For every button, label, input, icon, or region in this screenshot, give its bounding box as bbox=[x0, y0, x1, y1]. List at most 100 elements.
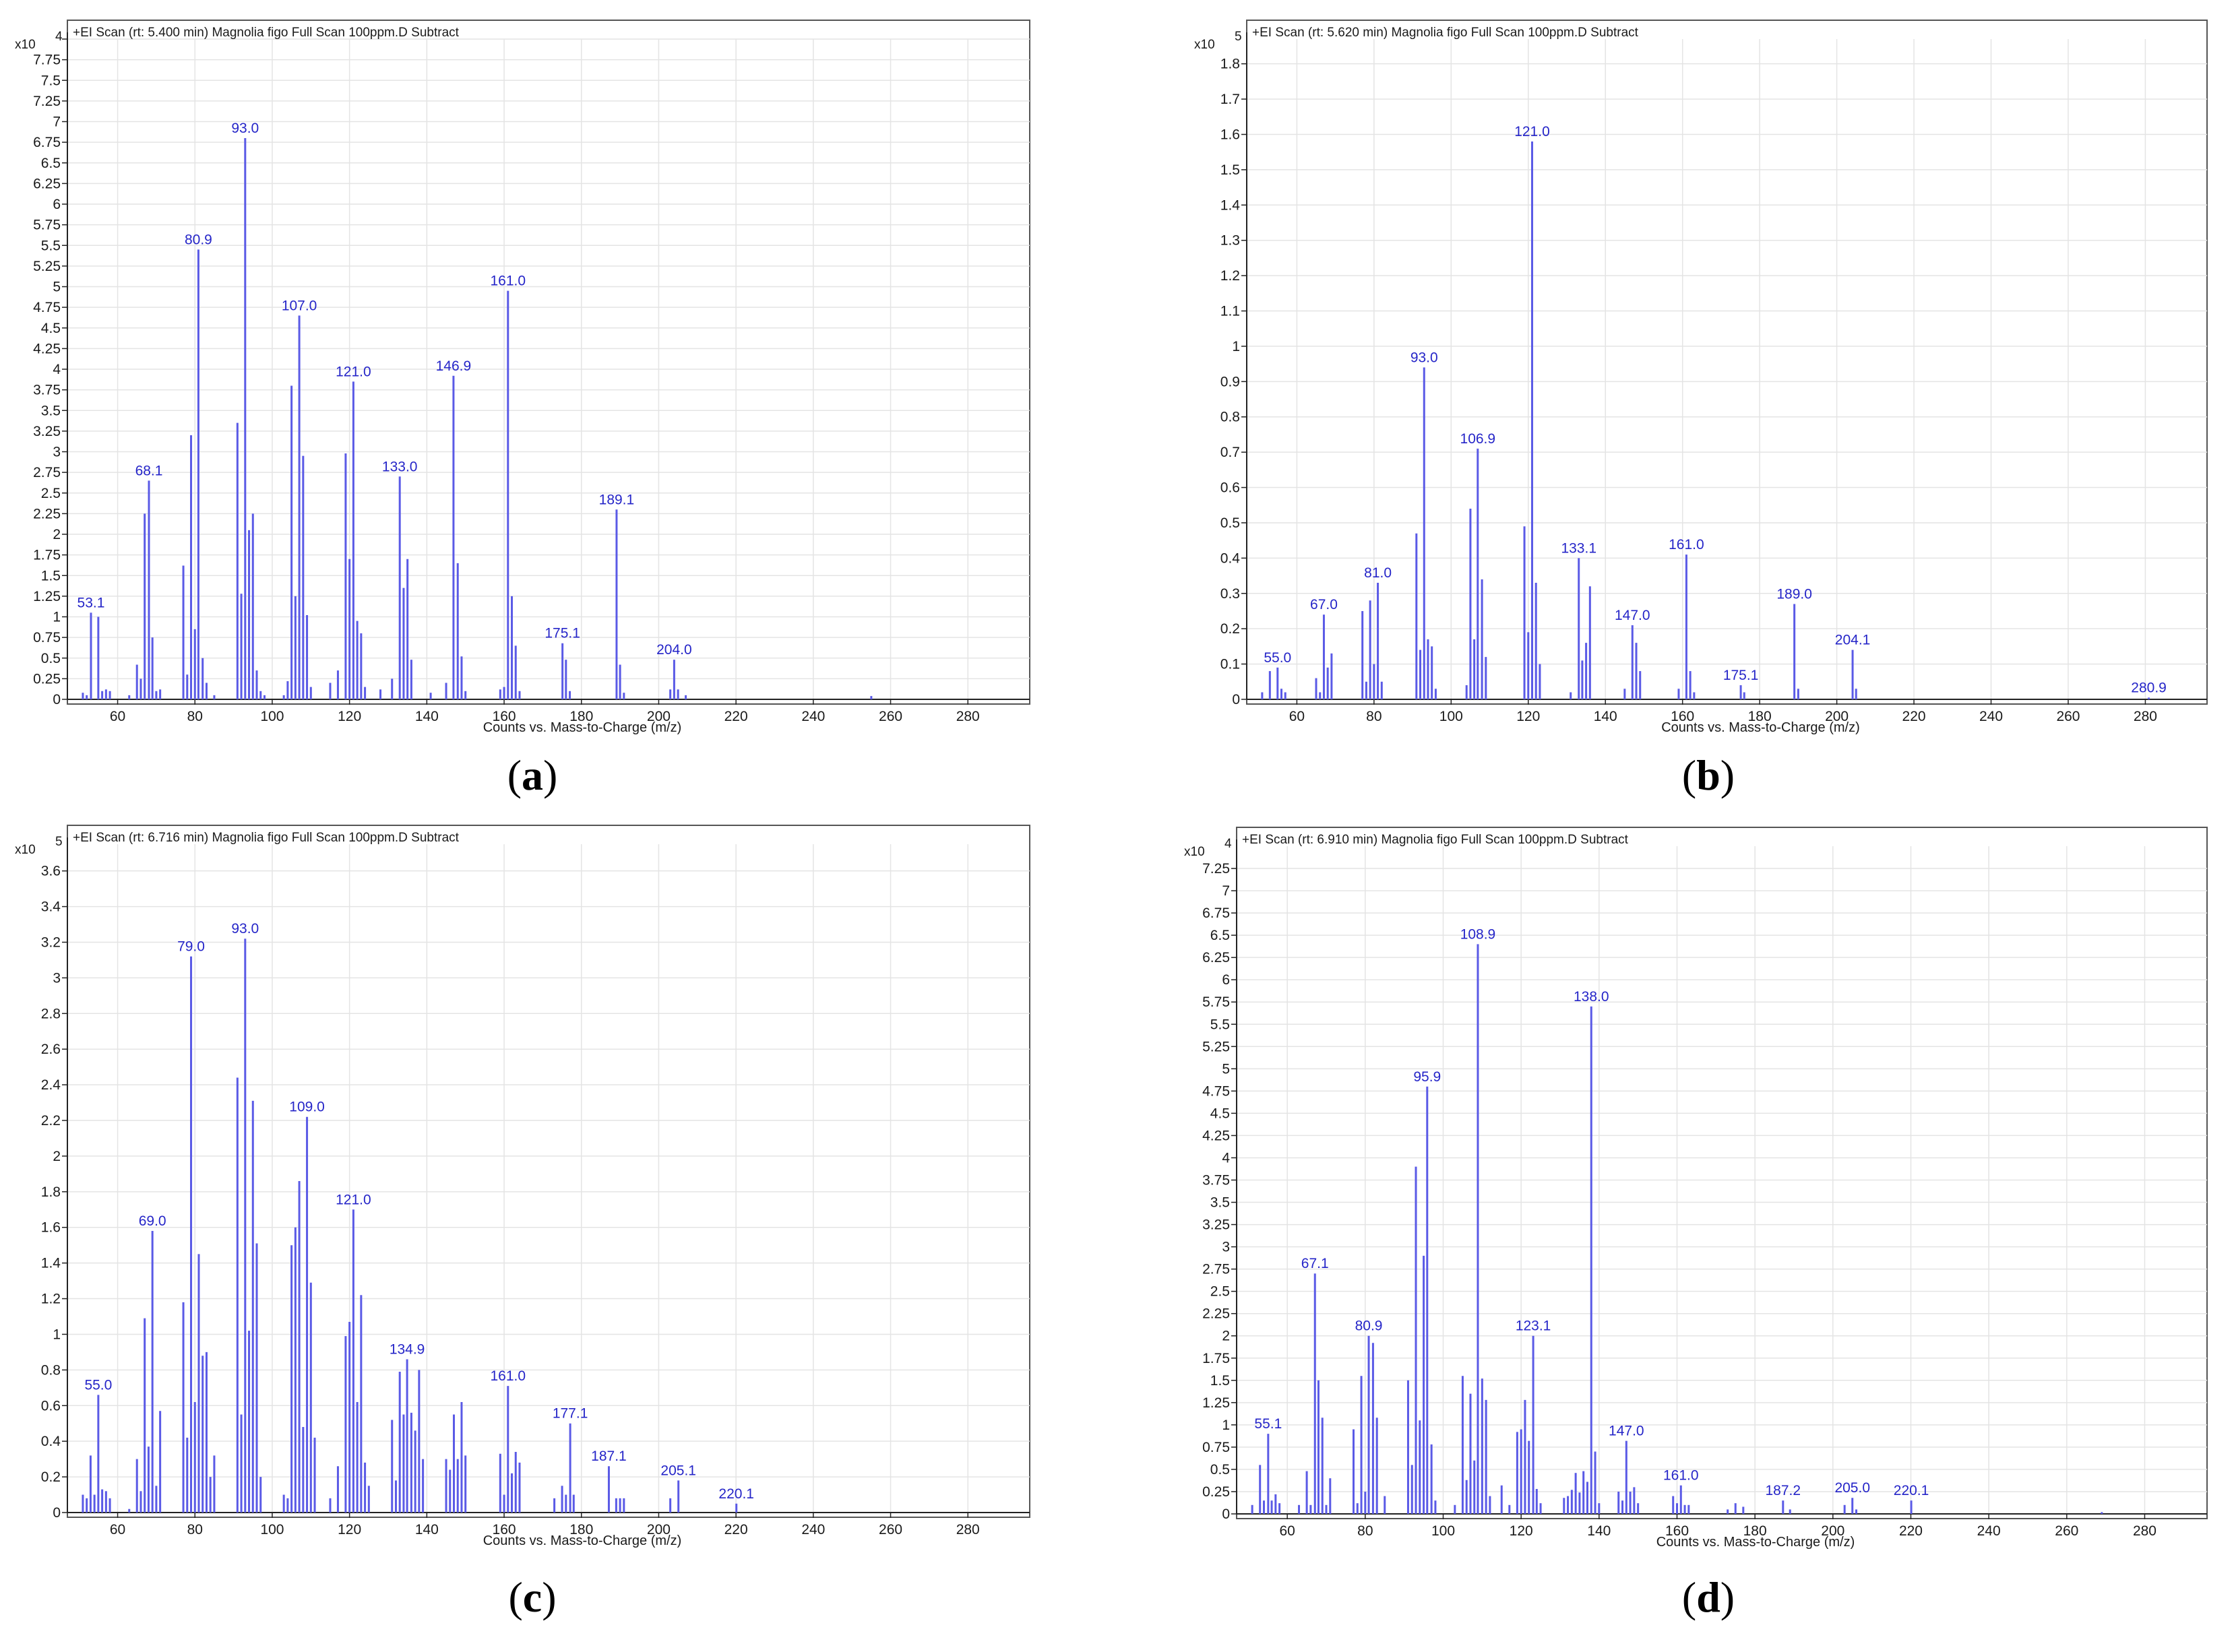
peak-label: 205.0 bbox=[1834, 1480, 1870, 1496]
y-tick-label: 1.7 bbox=[1220, 92, 1240, 107]
panel-title: +EI Scan (rt: 6.716 min) Magnolia figo F… bbox=[73, 831, 460, 845]
plot-frame bbox=[67, 20, 1030, 705]
y-multiplier-exponent: 4 bbox=[55, 30, 63, 44]
y-tick-label: 0 bbox=[1222, 1506, 1230, 1522]
y-tick-label: 0 bbox=[53, 1505, 61, 1521]
peak-label: 147.0 bbox=[1609, 1424, 1644, 1439]
peak-label: 123.1 bbox=[1516, 1319, 1551, 1334]
x-tick-label: 160 bbox=[1665, 1523, 1689, 1539]
peak-label: 108.9 bbox=[1460, 926, 1496, 942]
x-tick-label: 60 bbox=[1280, 1523, 1295, 1539]
x-tick-label: 180 bbox=[569, 709, 593, 724]
spectrum-panel-b: 0 0.1 0.2 0.3 0.4 0.5 0.6 0.7 0.8 0.9 1 1.1 1.2 1.3 1.… bbox=[1194, 20, 2208, 799]
y-tick-label: 5 bbox=[1222, 1061, 1230, 1077]
x-tick-label: 60 bbox=[1289, 709, 1305, 724]
x-tick-label: 280 bbox=[2133, 1523, 2157, 1539]
y-tick-label: 0 bbox=[1232, 692, 1240, 707]
y-tick-label: 2.25 bbox=[33, 506, 61, 521]
y-tick-label: 7 bbox=[53, 115, 61, 130]
spectrum-panel-d: 0 0.25 0.5 0.75 1 1.25 1.5 1.75 2 2.25 2.5 2.75 3 3.2… bbox=[1184, 827, 2208, 1621]
x-tick-label: 100 bbox=[1431, 1523, 1455, 1539]
y-tick-label: 3 bbox=[53, 970, 61, 986]
y-tick-label: 0.75 bbox=[33, 630, 61, 645]
y-tick-label: 0.9 bbox=[1220, 374, 1240, 389]
y-multiplier: x10 bbox=[15, 843, 36, 857]
y-tick-label: 0.1 bbox=[1220, 657, 1240, 672]
x-tick-label: 200 bbox=[647, 709, 671, 724]
x-tick-label: 80 bbox=[1357, 1523, 1373, 1539]
peak-label: 220.1 bbox=[1894, 1483, 1929, 1498]
x-tick-label: 60 bbox=[110, 709, 125, 724]
y-tick-label: 1 bbox=[53, 610, 61, 625]
x-tick-label: 140 bbox=[415, 1522, 439, 1537]
y-tick-label: 2.2 bbox=[41, 1113, 61, 1129]
peak-label: 95.9 bbox=[1413, 1069, 1441, 1085]
peak-label: 134.9 bbox=[390, 1342, 425, 1358]
y-tick-label: 2.6 bbox=[41, 1042, 61, 1057]
plot-frame bbox=[67, 825, 1030, 1518]
peak-label: 68.1 bbox=[135, 463, 163, 478]
peak-label: 280.9 bbox=[2131, 680, 2167, 695]
peak-label: 133.1 bbox=[1561, 540, 1596, 556]
spectrum-panel-a: 0 0.25 0.5 0.75 1 1.25 1.5 1.75 2 2.25 2.5 2.75 3 3.2… bbox=[15, 20, 1030, 799]
peak-label: 53.1 bbox=[77, 595, 105, 610]
y-tick-label: 4.25 bbox=[1202, 1128, 1230, 1143]
y-tick-label: 1.6 bbox=[1220, 127, 1240, 142]
y-tick-label: 2.5 bbox=[41, 486, 61, 501]
x-tick-label: 260 bbox=[2055, 1523, 2078, 1539]
panel-caption: (d) bbox=[1682, 1573, 1735, 1621]
y-tick-label: 3.25 bbox=[1202, 1217, 1230, 1233]
y-tick-label: 1.2 bbox=[1220, 268, 1240, 284]
y-tick-label: 3 bbox=[1222, 1240, 1230, 1255]
y-tick-label: 2 bbox=[53, 1149, 61, 1164]
peak-label: 55.1 bbox=[1254, 1416, 1282, 1432]
x-tick-label: 220 bbox=[1899, 1523, 1923, 1539]
y-tick-label: 2.75 bbox=[33, 465, 61, 480]
x-axis-label: Counts vs. Mass-to-Charge (m/z) bbox=[483, 720, 682, 735]
peak-label: 67.0 bbox=[1310, 597, 1338, 612]
panel-title: +EI Scan (rt: 6.910 min) Magnolia figo F… bbox=[1242, 833, 1629, 847]
peak-label: 79.0 bbox=[177, 939, 205, 955]
x-tick-label: 180 bbox=[1748, 709, 1772, 724]
y-tick-label: 0.8 bbox=[1220, 410, 1240, 425]
x-tick-label: 160 bbox=[493, 1522, 516, 1537]
y-tick-label: 1.25 bbox=[33, 589, 61, 604]
peak-label: 93.0 bbox=[231, 921, 259, 936]
y-multiplier-exponent: 4 bbox=[1224, 837, 1232, 851]
y-tick-label: 0.6 bbox=[41, 1398, 61, 1413]
peak-label: 121.0 bbox=[336, 364, 371, 379]
peak-label: 189.1 bbox=[599, 492, 635, 507]
peak-label: 161.0 bbox=[1669, 537, 1704, 552]
x-tick-label: 140 bbox=[1587, 1523, 1611, 1539]
y-tick-label: 5.5 bbox=[41, 238, 61, 253]
y-tick-label: 0.2 bbox=[1220, 621, 1240, 637]
x-tick-label: 120 bbox=[1516, 709, 1540, 724]
y-tick-label: 1.75 bbox=[1202, 1351, 1230, 1366]
y-tick-label: 2.8 bbox=[41, 1006, 61, 1021]
x-tick-label: 100 bbox=[1439, 709, 1463, 724]
y-tick-label: 1.75 bbox=[33, 548, 61, 563]
x-tick-label: 120 bbox=[1510, 1523, 1533, 1539]
y-tick-label: 3.5 bbox=[1210, 1195, 1230, 1211]
peak-label: 187.1 bbox=[591, 1449, 627, 1464]
y-tick-label: 5.25 bbox=[33, 259, 61, 274]
y-tick-label: 1.4 bbox=[41, 1256, 61, 1271]
y-tick-label: 0.3 bbox=[1220, 586, 1240, 602]
y-tick-label: 3.75 bbox=[33, 383, 61, 398]
y-tick-label: 6 bbox=[1222, 972, 1230, 988]
y-tick-label: 4.75 bbox=[1202, 1083, 1230, 1099]
panel-title: +EI Scan (rt: 5.620 min) Magnolia figo F… bbox=[1252, 26, 1639, 40]
x-tick-label: 100 bbox=[260, 1522, 284, 1537]
y-tick-label: 5.75 bbox=[33, 218, 61, 233]
peak-label: 55.0 bbox=[1264, 650, 1291, 666]
y-tick-label: 3.4 bbox=[41, 899, 61, 915]
y-tick-label: 1.1 bbox=[1220, 304, 1240, 319]
peak-label: 107.0 bbox=[282, 298, 317, 313]
x-tick-label: 180 bbox=[1743, 1523, 1767, 1539]
x-tick-label: 80 bbox=[187, 709, 203, 724]
x-tick-label: 200 bbox=[1825, 709, 1849, 724]
x-tick-label: 140 bbox=[1594, 709, 1617, 724]
y-tick-label: 0.5 bbox=[1220, 515, 1240, 531]
y-tick-label: 4 bbox=[53, 362, 61, 377]
